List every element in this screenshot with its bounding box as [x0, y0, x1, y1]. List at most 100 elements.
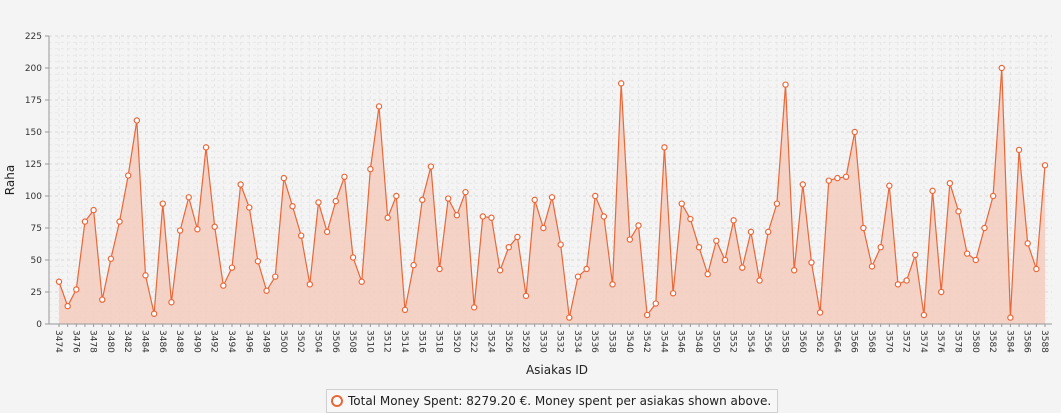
data-point — [929, 187, 936, 195]
x-tick-label: 3588 — [1039, 330, 1049, 353]
data-point — [531, 196, 538, 204]
data-point — [505, 243, 512, 251]
data-point — [81, 218, 89, 225]
x-axis-title: Asiakas ID — [526, 363, 588, 377]
data-point — [358, 278, 365, 285]
x-tick-label: 3492 — [209, 330, 219, 353]
data-point — [912, 251, 919, 259]
data-point — [963, 250, 971, 257]
data-point — [790, 267, 798, 274]
data-point — [1015, 146, 1023, 154]
data-point — [220, 282, 227, 289]
data-point — [514, 233, 521, 241]
x-axis-ticks: 3474 3476 3478 3480 3482 3484 3486 3488 3490 3492… — [53, 324, 1049, 353]
x-tick-label: 3556 — [762, 330, 772, 353]
data-point — [341, 173, 348, 180]
x-tick-label: 3480 — [105, 330, 115, 353]
x-tick-label: 3512 — [382, 330, 392, 353]
data-point — [159, 200, 166, 207]
data-point — [886, 182, 893, 189]
x-tick-label: 3502 — [295, 330, 305, 353]
y-tick-label: 175 — [25, 96, 42, 106]
y-tick-label: 150 — [25, 128, 42, 138]
data-point — [297, 232, 305, 239]
x-tick-label: 3482 — [122, 330, 132, 353]
x-tick-label: 3570 — [883, 330, 893, 353]
data-point — [946, 179, 954, 187]
data-point — [773, 200, 781, 207]
y-tick-label: 100 — [25, 192, 42, 202]
data-point — [332, 197, 339, 205]
y-axis-ticks: 0 25 50 75 100 125 150 175 200 225 — [25, 32, 49, 330]
data-point — [168, 299, 175, 306]
data-point — [868, 263, 876, 270]
data-point — [254, 258, 262, 265]
data-point — [816, 309, 824, 316]
data-point — [540, 224, 547, 232]
data-point — [488, 214, 495, 221]
x-tick-label: 3520 — [451, 330, 461, 353]
x-tick-label: 3510 — [364, 330, 374, 353]
x-tick-label: 3578 — [953, 330, 963, 353]
x-tick-label: 3514 — [399, 330, 409, 353]
y-tick-label: 50 — [31, 256, 43, 266]
data-point — [194, 226, 201, 233]
x-tick-label: 3580 — [970, 330, 980, 353]
data-point — [124, 172, 132, 179]
x-tick-label: 3586 — [1022, 330, 1032, 353]
legend: Total Money Spent: 8279.20 €. Money spen… — [326, 389, 779, 413]
data-point — [669, 290, 677, 297]
data-point — [237, 181, 244, 188]
data-point — [903, 277, 910, 284]
data-point — [626, 236, 634, 243]
data-point — [73, 286, 80, 293]
data-point — [981, 224, 988, 232]
x-tick-label: 3534 — [572, 330, 582, 353]
data-point — [851, 128, 858, 136]
data-point — [246, 204, 253, 211]
data-point — [661, 144, 668, 151]
y-tick-label: 25 — [31, 288, 42, 298]
x-tick-label: 3560 — [797, 330, 807, 353]
data-point — [479, 213, 487, 220]
data-point — [799, 181, 807, 188]
data-point — [842, 173, 850, 180]
data-point — [263, 287, 270, 294]
x-tick-label: 3486 — [157, 330, 167, 353]
x-tick-label: 3584 — [1004, 330, 1014, 353]
x-tick-label: 3564 — [831, 330, 841, 353]
data-point — [877, 243, 884, 251]
data-point — [1024, 240, 1031, 247]
x-tick-label: 3476 — [70, 330, 80, 353]
data-point — [393, 192, 400, 200]
x-tick-label: 3574 — [918, 330, 928, 353]
data-point — [401, 306, 409, 314]
data-points — [55, 64, 1049, 321]
data-point — [782, 81, 789, 88]
x-tick-label: 3504 — [312, 330, 322, 353]
data-point — [99, 296, 106, 303]
x-tick-label: 3522 — [468, 330, 478, 353]
x-tick-label: 3496 — [243, 330, 253, 353]
data-point — [730, 217, 737, 224]
data-point — [678, 200, 685, 207]
legend-label: Total Money Spent: 8279.20 €. Money spen… — [348, 394, 772, 408]
x-tick-label: 3546 — [676, 330, 686, 353]
x-tick-label: 3582 — [987, 330, 997, 353]
x-tick-label: 3498 — [261, 330, 271, 353]
data-point — [453, 211, 461, 219]
x-tick-label: 3518 — [434, 330, 444, 353]
x-tick-label: 3532 — [555, 330, 565, 353]
data-point — [894, 281, 902, 288]
data-point — [557, 241, 564, 248]
y-tick-label: 125 — [25, 160, 42, 170]
data-point — [410, 261, 417, 269]
data-point — [713, 237, 720, 244]
y-tick-label: 75 — [31, 224, 42, 234]
x-tick-label: 3550 — [710, 330, 720, 353]
data-point — [765, 228, 772, 236]
x-tick-label: 3500 — [278, 330, 288, 353]
data-point — [808, 259, 815, 266]
data-point — [695, 243, 703, 251]
